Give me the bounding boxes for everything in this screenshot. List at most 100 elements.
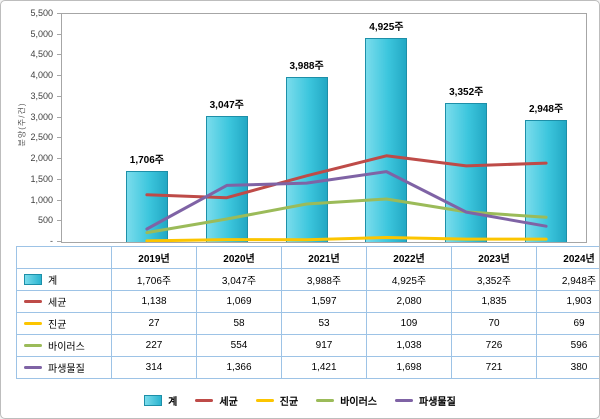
series-label-cell: 파생물질: [16, 356, 112, 379]
legend-label: 바이러스: [340, 396, 377, 408]
line-swatch-icon: [255, 398, 274, 402]
y-tick-mark: [57, 75, 61, 77]
value-cell: 227: [111, 334, 197, 357]
y-tick-mark: [57, 220, 61, 222]
bar-swatch-icon: [24, 274, 42, 285]
bar-value-label: 3,352주: [449, 87, 484, 98]
legend-label: 계: [168, 396, 178, 408]
year-header-cell: 2021년: [281, 246, 367, 269]
bar-2021년: [285, 77, 328, 242]
value-cell: 4,925주: [366, 268, 452, 291]
y-tick-label: 2,500: [30, 132, 53, 143]
series-label-cell: 세균: [16, 290, 112, 313]
y-tick-label: 4,000: [30, 70, 53, 81]
y-tick-mark: [57, 199, 61, 201]
value-cell: 1,038: [366, 334, 452, 357]
line-swatch-icon: [24, 322, 42, 325]
table-header-row: 2019년 2020년 2021년 2022년 2023년 2024년: [16, 246, 599, 269]
value-cell: 1,903: [536, 290, 599, 313]
value-cell: 69: [536, 312, 599, 335]
bar-2019년: [125, 171, 168, 242]
bar-swatch-icon: [144, 394, 163, 406]
value-cell: 380: [536, 356, 599, 379]
series-name: 세균: [48, 298, 67, 309]
bar-value-label: 4,925주: [369, 22, 404, 33]
value-cell: 1,835: [451, 290, 537, 313]
series-name: 파생물질: [48, 364, 85, 375]
value-cell: 70: [451, 312, 537, 335]
series-label: 진균: [24, 316, 109, 331]
value-cell: 554: [196, 334, 282, 357]
value-cell: 917: [281, 334, 367, 357]
line-swatch-icon: [24, 366, 42, 369]
value-cell: 109: [366, 312, 452, 335]
series-label-cell: 계: [16, 268, 112, 291]
bar-2022년: [365, 38, 408, 242]
value-cell: 1,366: [196, 356, 282, 379]
legend-item: 파생물질: [395, 393, 456, 408]
bar-2020년: [205, 116, 248, 242]
value-cell: 3,047주: [196, 268, 282, 291]
table-row: 계 1,706주 3,047주 3,988주 4,925주 3,352주 2,948주: [16, 268, 599, 291]
series-name: 계: [48, 276, 58, 287]
line-swatch-icon: [195, 398, 214, 402]
year-header-cell: 2024년: [536, 246, 599, 269]
data-table-body: 2019년 2020년 2021년 2022년 2023년 2024년 계 1,706주 3,0…: [16, 246, 599, 379]
y-tick-label: -: [50, 236, 53, 246]
y-tick-mark: [57, 158, 61, 160]
y-tick-label: 3,000: [30, 111, 53, 122]
year-header-cell: 2022년: [366, 246, 452, 269]
y-tick-label: 3,500: [30, 90, 53, 101]
y-tick-label: 2,000: [30, 153, 53, 164]
y-tick-mark: [57, 116, 61, 118]
data-table: 2019년 2020년 2021년 2022년 2023년 2024년 계 1,706주 3,0…: [16, 246, 599, 379]
legend-item: 진균: [255, 393, 299, 408]
table-row: 바이러스 227 554 917 1,038 726 596: [16, 334, 599, 357]
bar-2024년: [525, 120, 568, 242]
y-tick-label: 5,000: [30, 28, 53, 39]
y-tick-label: 1,000: [30, 194, 53, 205]
legend-label: 세균: [219, 396, 238, 408]
value-cell: 27: [111, 312, 197, 335]
legend: 계 세균 진균 바이러스 파생물질: [1, 379, 599, 418]
value-cell: 1,698: [366, 356, 452, 379]
legend-item: 바이러스: [316, 393, 377, 408]
y-tick-label: 4,500: [30, 49, 53, 60]
series-label-cell: 진균: [16, 312, 112, 335]
value-cell: 1,421: [281, 356, 367, 379]
series-label: 파생물질: [24, 360, 109, 375]
value-cell: 726: [451, 334, 537, 357]
series-label: 계: [24, 272, 109, 287]
value-cell: 3,352주: [451, 268, 537, 291]
y-tick-mark: [57, 33, 61, 35]
value-cell: 596: [536, 334, 599, 357]
y-tick-mark: [57, 241, 61, 242]
bar-value-label: 3,988주: [289, 61, 324, 72]
y-tick-label: 1,500: [30, 173, 53, 184]
plot-area: 1,706주 3,047주 3,988주 4,925주 3,352주 2,948주: [61, 13, 587, 243]
table-row: 세균 1,138 1,069 1,597 2,080 1,835 1,903: [16, 290, 599, 313]
line-swatch-icon: [316, 398, 335, 402]
line-swatch-icon: [24, 300, 42, 303]
line-swatch-icon: [24, 344, 42, 347]
y-tick-mark: [57, 54, 61, 56]
table-row: 파생물질 314 1,366 1,421 1,698 721 380: [16, 356, 599, 379]
legend-item: 세균: [195, 393, 238, 408]
y-tick-mark: [57, 13, 61, 14]
series-name: 진균: [48, 320, 67, 331]
y-tick-mark: [57, 95, 61, 97]
bar-value-label: 1,706주: [129, 155, 165, 166]
series-label: 바이러스: [24, 338, 109, 353]
legend-label: 진균: [279, 396, 299, 408]
series-label: 세균: [24, 294, 109, 309]
value-cell: 2,948주: [536, 268, 599, 291]
year-header-cell: 2019년: [111, 246, 197, 269]
bars-layer: 1,706주 3,047주 3,988주 4,925주 3,352주 2,948주: [62, 14, 586, 242]
value-cell: 3,988주: [281, 268, 367, 291]
value-cell: 2,080: [366, 290, 452, 313]
y-tick-label: 500: [37, 215, 53, 226]
y-tick-label: 5,500: [30, 8, 53, 18]
value-cell: 53: [281, 312, 367, 335]
series-name: 바이러스: [48, 342, 85, 353]
